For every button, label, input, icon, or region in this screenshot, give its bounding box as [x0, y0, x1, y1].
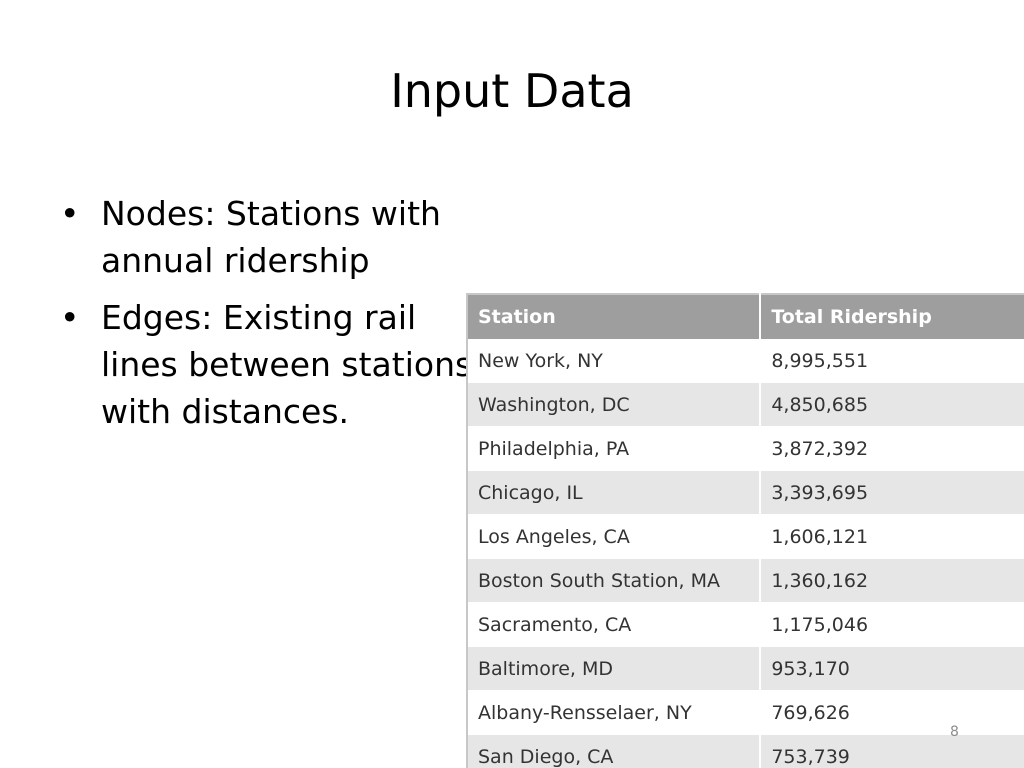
bullet-item-nodes: • Nodes: Stations with annual ridership [60, 190, 500, 284]
table-row: Los Angeles, CA 1,606,121 [467, 514, 1024, 559]
ridership-cell: 769,626 [760, 690, 1024, 735]
bullet-marker: • [60, 298, 80, 337]
table-row: Albany-Rensselaer, NY 769,626 [467, 690, 1024, 735]
bullet-marker: • [60, 194, 80, 233]
station-cell: Washington, DC [467, 382, 762, 427]
page-number: 8 [950, 724, 959, 740]
bullet-item-edges: • Edges: Existing rail lines between sta… [60, 294, 500, 435]
ridership-cell: 3,872,392 [760, 426, 1024, 471]
table-row: New York, NY 8,995,551 [467, 339, 1024, 383]
station-cell: Los Angeles, CA [467, 514, 762, 559]
ridership-cell: 1,606,121 [760, 514, 1024, 559]
station-cell: Baltimore, MD [467, 646, 762, 691]
table-row: Baltimore, MD 953,170 [467, 646, 1024, 691]
slide-title: Input Data [390, 64, 634, 118]
ridership-cell: 1,175,046 [760, 602, 1024, 647]
bullet-text: Edges: Existing rail lines between stati… [101, 298, 473, 431]
ridership-cell: 753,739 [760, 734, 1024, 768]
table-row: Boston South Station, MA 1,360,162 [467, 558, 1024, 603]
ridership-cell: 4,850,685 [760, 382, 1024, 427]
table-row: Philadelphia, PA 3,872,392 [467, 426, 1024, 471]
station-cell: Sacramento, CA [467, 602, 762, 647]
ridership-cell: 8,995,551 [760, 339, 1024, 383]
table-row: Chicago, IL 3,393,695 [467, 470, 1024, 515]
table-row: Sacramento, CA 1,175,046 [467, 602, 1024, 647]
column-header-station: Station [467, 294, 762, 339]
ridership-table: Station Total Ridership New York, NY 8,9… [466, 293, 1024, 768]
bullet-list: • Nodes: Stations with annual ridership … [60, 190, 500, 445]
table-row: Washington, DC 4,850,685 [467, 382, 1024, 427]
column-header-total-ridership: Total Ridership [760, 294, 1024, 339]
station-cell: Albany-Rensselaer, NY [467, 690, 762, 735]
ridership-cell: 1,360,162 [760, 558, 1024, 603]
station-cell: Chicago, IL [467, 470, 762, 515]
station-cell: San Diego, CA [467, 734, 762, 768]
bullet-text: Nodes: Stations with annual ridership [101, 194, 441, 280]
station-cell: Boston South Station, MA [467, 558, 762, 603]
ridership-cell: 953,170 [760, 646, 1024, 691]
station-cell: Philadelphia, PA [467, 426, 762, 471]
table-header-row: Station Total Ridership [467, 294, 1024, 339]
table-row: San Diego, CA 753,739 [467, 734, 1024, 768]
station-cell: New York, NY [467, 339, 762, 383]
ridership-cell: 3,393,695 [760, 470, 1024, 515]
